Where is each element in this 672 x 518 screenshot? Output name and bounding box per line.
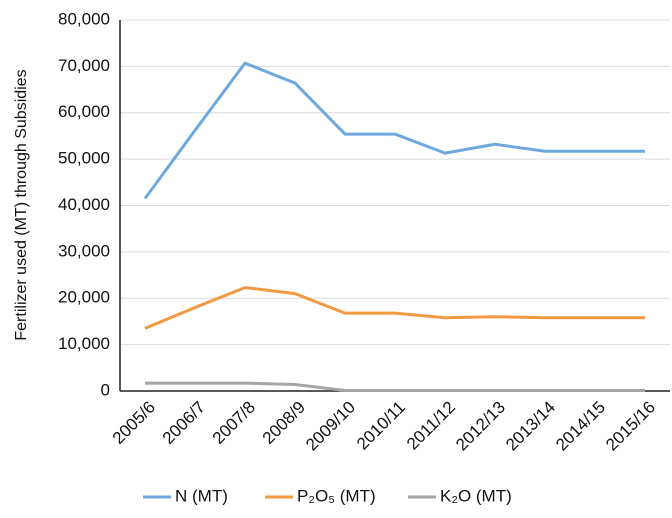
x-tick-label: 2005/6 (109, 398, 159, 448)
y-tick-label: 60,000 (58, 102, 110, 121)
y-axis-title: Fertilizer used (MT) through Subsidies (13, 69, 30, 340)
x-tick-label: 2009/10 (302, 398, 359, 455)
y-tick-label: 10,000 (58, 334, 110, 353)
y-tick-label: 80,000 (58, 9, 110, 28)
line (143, 61, 645, 200)
line (144, 286, 645, 330)
legend-label: N (MT) (175, 486, 228, 505)
legend-label: K₂O (MT) (440, 486, 512, 505)
x-tick-label: 2011/12 (403, 398, 459, 454)
y-tick-label: 0 (101, 380, 110, 399)
y-tick-label: 30,000 (58, 241, 110, 260)
x-tick-label: 2006/7 (159, 398, 209, 448)
y-tick-label: 70,000 (58, 56, 110, 75)
y-tick-label: 50,000 (58, 149, 110, 168)
legend-label: P₂O₅ (MT) (297, 486, 376, 505)
x-tick-label: 2015/16 (602, 398, 659, 455)
x-tick-label: 2007/8 (209, 398, 259, 448)
x-tick-label: 2008/9 (259, 398, 309, 448)
x-tick-label: 2012/13 (452, 398, 509, 455)
y-tick-label: 20,000 (58, 288, 110, 307)
y-tick-label: 40,000 (58, 195, 110, 214)
x-tick-label: 2010/11 (353, 398, 409, 454)
line (145, 381, 645, 393)
x-tick-label: 2013/14 (502, 398, 559, 455)
x-tick-label: 2014/15 (552, 398, 609, 455)
